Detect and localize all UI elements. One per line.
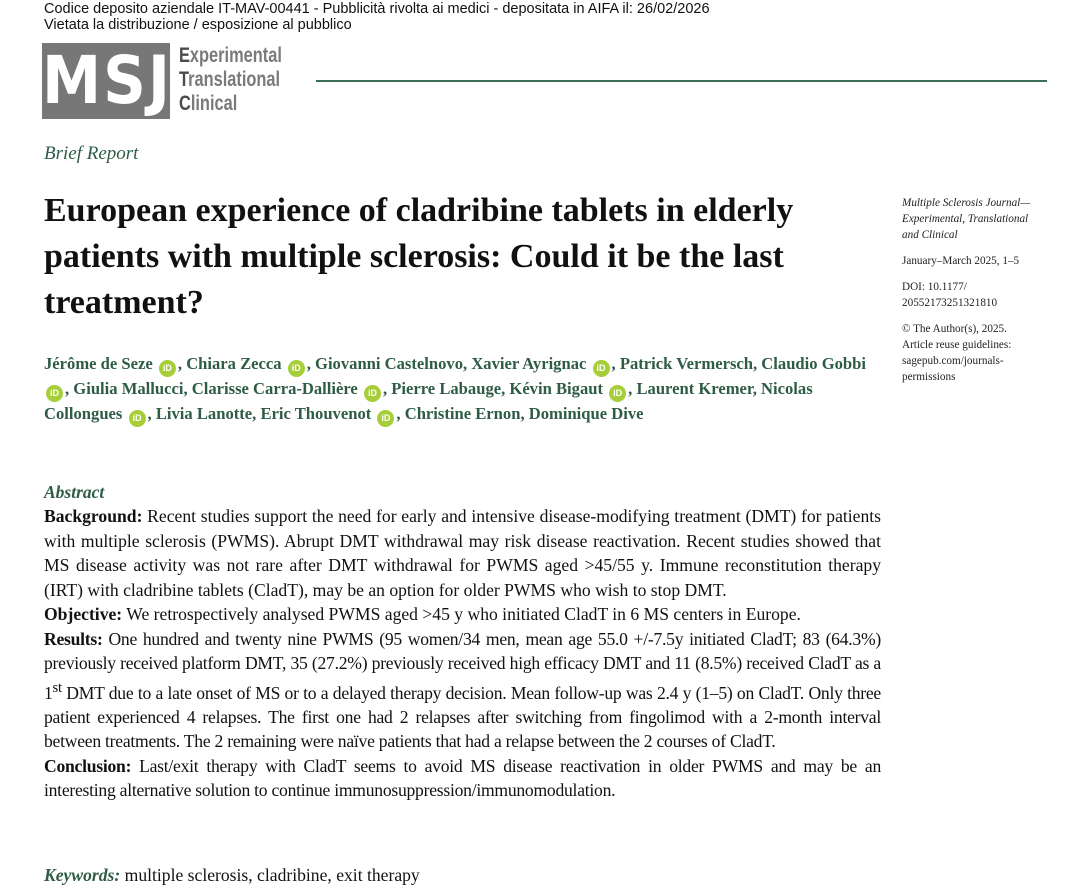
notice-line-2: Vietata la distribuzione / esposizione a… [44, 17, 352, 33]
author-name[interactable]: Patrick Vermersch [619, 354, 753, 373]
orcid-icon[interactable]: iD [158, 360, 176, 377]
author-name[interactable]: Xavier Ayrignac [471, 354, 587, 373]
author-name[interactable]: Giulia Mallucci [73, 379, 184, 398]
author-name[interactable]: Livia Lanotte [155, 404, 253, 423]
abstract: Abstract Background: Recent studies supp… [44, 480, 881, 803]
orcid-icon[interactable]: iD [592, 360, 610, 377]
author-name[interactable]: Christine Ernon [404, 404, 521, 423]
journal-logo-wordmark: Experimental Translational Clinical [179, 44, 282, 115]
journal-info-sidebar: Multiple Sclerosis Journal— Experimental… [902, 195, 1062, 395]
journal-logo: MSJ [42, 42, 172, 119]
abstract-heading: Abstract [44, 482, 105, 502]
orcid-icon[interactable]: iD [46, 385, 63, 402]
article-title: European experience of cladribine tablet… [44, 192, 794, 321]
author-name[interactable]: Chiara Zecca [186, 354, 282, 373]
doi[interactable]: DOI: 10.1177/ 20552173251321810 [902, 281, 998, 309]
regulatory-notice: Codice deposito aziendale IT-MAV-00441 -… [44, 1, 710, 33]
keywords: Keywords: multiple sclerosis, cladribine… [44, 865, 420, 885]
author-name[interactable]: Giovanni Castelnovo [315, 354, 464, 373]
header-rule [316, 80, 1047, 82]
orcid-icon[interactable]: iD [609, 385, 627, 402]
author-name[interactable]: Eric Thouvenot [260, 404, 372, 423]
copyright-reuse: © The Author(s), 2025. Article reuse gui… [902, 321, 1062, 385]
reuse-link[interactable]: sagepub.com/journals- permissions [902, 355, 1004, 383]
orcid-icon[interactable]: iD [377, 410, 395, 427]
issue-info: January–March 2025, 1–5 [902, 255, 1020, 267]
author-name[interactable]: Laurent Kremer [636, 379, 753, 398]
abstract-conclusion: Conclusion: Last/exit therapy with CladT… [44, 755, 881, 801]
author-name[interactable]: Pierre Labauge [391, 379, 502, 398]
orcid-icon[interactable]: iD [363, 385, 381, 402]
notice-line-1: Codice deposito aziendale IT-MAV-00441 -… [44, 1, 710, 17]
article-type: Brief Report [44, 143, 139, 164]
abstract-background: Background: Recent studies support the n… [44, 506, 881, 600]
abstract-objective: Objective: We retrospectively analysed P… [44, 604, 801, 624]
author-name[interactable]: Kévin Bigaut [509, 379, 603, 398]
orcid-icon[interactable]: iD [128, 410, 146, 427]
author-name[interactable]: Jérôme de Seze [44, 354, 153, 373]
orcid-icon[interactable]: iD [287, 360, 305, 377]
abstract-results: Results: One hundred and twenty nine PWM… [44, 628, 881, 752]
author-name[interactable]: Dominique Dive [528, 404, 644, 423]
author-name[interactable]: Nicolas Collongues [44, 379, 813, 423]
author-name[interactable]: Claudio Gobbi [761, 354, 866, 373]
journal-name: Multiple Sclerosis Journal— Experimental… [902, 197, 1031, 241]
author-list: Jérôme de Seze iD, Chiara Zecca iD, Giov… [44, 352, 874, 427]
author-name[interactable]: Clarisse Carra-Dallière [191, 379, 358, 398]
